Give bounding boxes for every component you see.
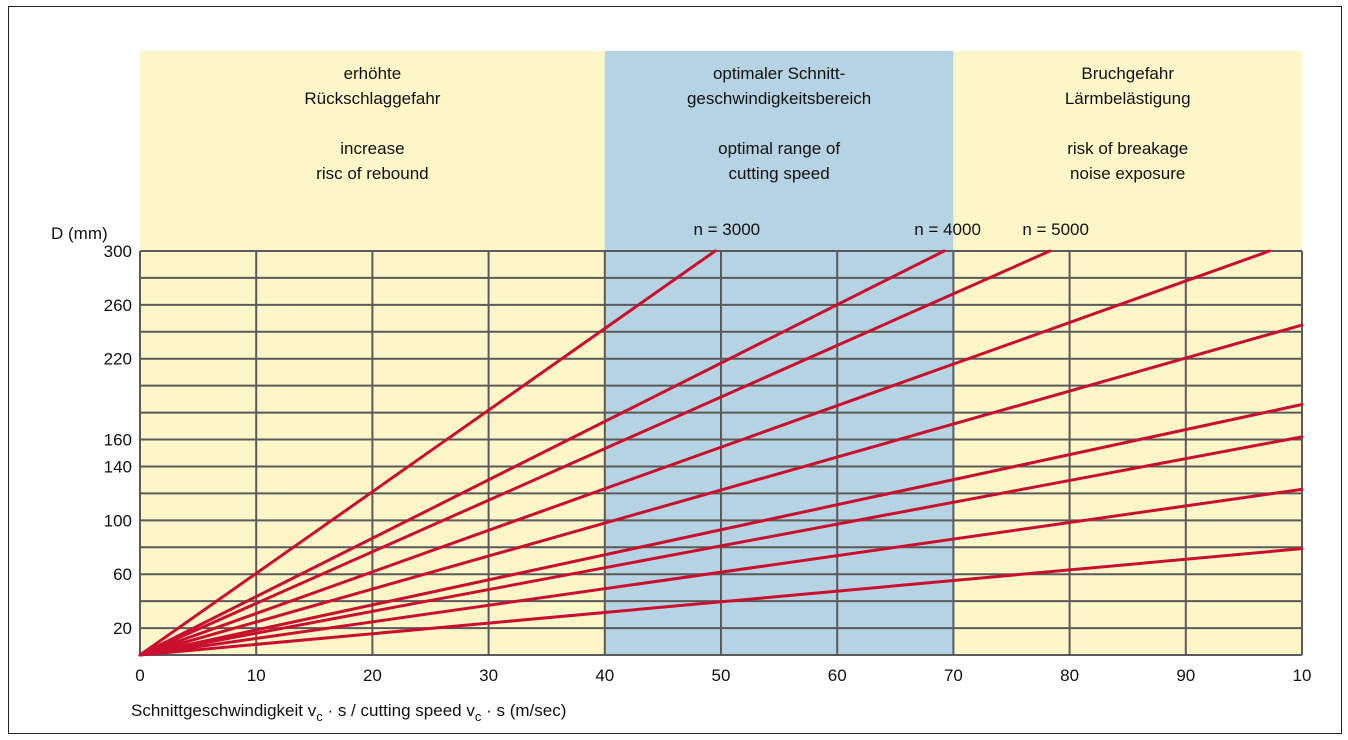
x-tick-label: 80 [1060,666,1079,685]
x-tick-label: 50 [712,666,731,685]
y-tick-labels: 300 260 220 160 140 100 60 20 [104,242,132,638]
zone-1 [604,51,954,655]
series-line-1 [138,249,946,657]
speed-diameter-chart: erhöhte Rückschlaggefahr increase risc of r… [51,51,1311,724]
series-line-0 [138,249,717,657]
series-line-5 [138,403,1304,657]
x-tick-label: 20 [363,666,382,685]
zone-0-line-0: erhöhte [344,64,402,83]
series-line-2 [138,249,1052,657]
zone-2-line-3: risk of breakage [1067,139,1188,158]
series-line-7 [138,487,1304,657]
series-line-4 [138,323,1304,657]
x-tick-labels: 0 10 20 30 40 50 60 70 80 90 10 [135,666,1311,685]
y-tick-label: 220 [104,350,132,369]
y-tick-label: 100 [104,511,132,530]
zone-labels: erhöhte Rückschlaggefahr increase risc of r… [304,64,1190,183]
x-tick-label: 0 [135,666,144,685]
y-tick-label: 160 [104,431,132,450]
x-tick-label: 70 [944,666,963,685]
zone-2-line-4: noise exposure [1070,164,1185,183]
zone-1-line-1: geschwindigkeitsbereich [687,89,871,108]
zone-1-line-4: cutting speed [729,164,830,183]
zone-0-line-3: increase [340,139,404,158]
y-tick-label: 140 [104,457,132,476]
zone-2-line-0: Bruchgefahr [1081,64,1174,83]
series-lines [138,249,1304,657]
x-tick-label: 10 [247,666,266,685]
y-tick-label: 20 [113,619,132,638]
x-tick-label: 60 [828,666,847,685]
chart-frame: erhöhte Rückschlaggefahr increase risc of r… [8,6,1342,734]
zone-1-line-3: optimal range of [718,139,840,158]
x-tick-label: 40 [595,666,614,685]
y-tick-label: 300 [104,242,132,261]
zone-backgrounds [140,51,1302,655]
rpm-annotation: n = 3000 [693,220,760,239]
zone-1-line-0: optimaler Schnitt- [713,64,845,83]
x-tick-label: 90 [1176,666,1195,685]
series-line-3 [138,249,1271,657]
y-axis-label: D (mm) [51,224,108,243]
zone-0-line-1: Rückschlaggefahr [304,89,440,108]
rpm-annotation: n = 5000 [1022,220,1089,239]
x-tick-label: 10 [1293,666,1312,685]
x-axis-label: Schnittgeschwindigkeit vc · s / cutting … [131,701,566,724]
series-line-8 [138,547,1304,657]
y-tick-label: 260 [104,296,132,315]
zone-0-line-4: risc of rebound [316,164,428,183]
y-tick-label: 60 [113,565,132,584]
zone-2-line-1: Lärmbelästigung [1065,89,1191,108]
rpm-annotation: n = 4000 [914,220,981,239]
series-line-6 [138,435,1304,657]
x-tick-label: 30 [479,666,498,685]
annotations: n = 3000 n = 4000 n = 5000 [693,220,1089,239]
